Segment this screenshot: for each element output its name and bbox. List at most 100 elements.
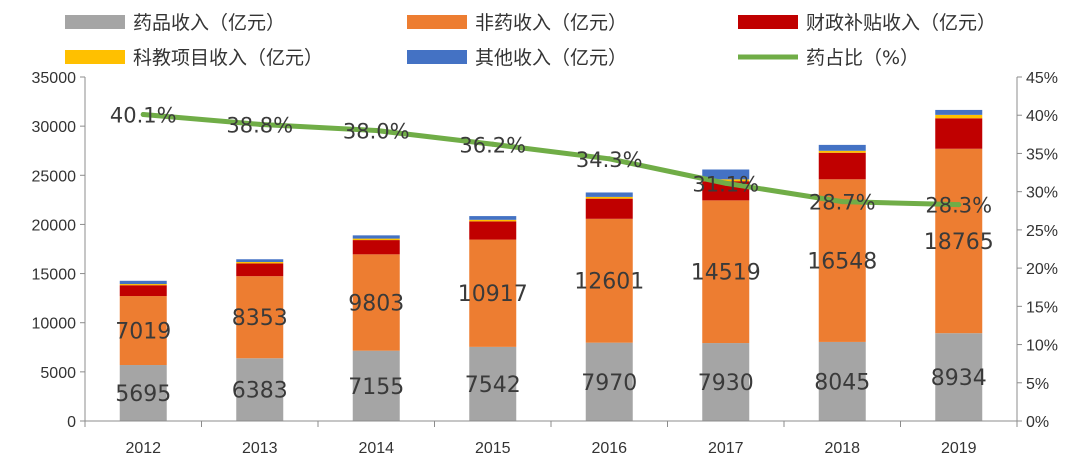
bar-label-2019-series-1: 8934 (931, 366, 987, 391)
y-right-tick-label: 15% (1026, 299, 1058, 316)
x-tick-label-2018: 2018 (824, 440, 860, 457)
bar-2014-series-2 (352, 254, 400, 351)
bar-2019-series-4 (935, 114, 983, 119)
x-tick-label-2015: 2015 (475, 440, 511, 457)
y-left-tick-label: 10000 (32, 316, 77, 333)
line-label-2014: 38.0% (343, 120, 410, 144)
legend-3-swatch (738, 15, 798, 29)
bar-2013-series-1 (236, 358, 284, 421)
y-right-tick-label: 35% (1026, 146, 1058, 163)
bar-2017-series-4 (702, 179, 750, 182)
bar-2012-series-5 (119, 280, 167, 285)
bar-2019-series-2 (935, 148, 983, 334)
y-left-tick-label: 5000 (40, 365, 76, 382)
bar-label-2012-series-2: 7019 (115, 320, 171, 345)
bar-2015-series-4 (469, 219, 517, 222)
bar-label-2016-series-2: 12601 (574, 270, 644, 295)
legend-5-swatch (407, 50, 467, 64)
bar-label-2015-series-1: 7542 (465, 373, 521, 398)
line-point-2013 (257, 121, 263, 127)
line-point-2014 (373, 128, 379, 134)
y-left-tick-label: 30000 (32, 119, 77, 136)
y-right-tick-label: 10% (1026, 338, 1058, 355)
legend-4-swatch (65, 50, 125, 64)
bar-label-2012-series-1: 5695 (115, 382, 171, 407)
bar-2019-series-3 (935, 118, 983, 149)
bar-2019-series-5 (935, 109, 983, 115)
labels-layer: 5695 7019 6383 8353 7155 9803 7542 10917 7970 126… (110, 103, 994, 407)
line-label-2015: 36.2% (459, 133, 526, 157)
axes-layer: 0 5000 10000 15000 20000 25000 30000 35000 0% 5% 1… (32, 70, 1059, 457)
bar-2018-series-1 (818, 341, 866, 421)
legend-6-label: 药占比（%） (806, 47, 919, 69)
y-right-tick-label: 20% (1026, 261, 1058, 278)
legend-1-label: 药品收入（亿元） (133, 12, 285, 34)
legend-5-label: 其他收入（亿元） (475, 47, 627, 69)
y-left-tick-label: 15000 (32, 267, 77, 284)
bar-2012-series-1 (119, 365, 167, 421)
bar-2015-series-1 (469, 346, 517, 421)
bar-label-2015-series-2: 10917 (458, 282, 528, 307)
bar-2015-series-3 (469, 221, 517, 240)
legend: 药品收入（亿元） 非药收入（亿元） 财政补贴收入（亿元） 科教项目收入（亿元） 其他收入… (65, 12, 996, 69)
bar-2018-series-5 (818, 144, 866, 151)
x-tick-label-2016: 2016 (591, 440, 627, 457)
bar-2013-series-2 (236, 276, 284, 359)
line-point-2018 (839, 199, 845, 205)
line-point-2019 (956, 202, 962, 208)
y-left-tick-label: 25000 (32, 168, 77, 185)
line-point-2017 (723, 180, 729, 186)
bar-2016-series-4 (585, 196, 633, 199)
bar-label-2014-series-2: 9803 (348, 292, 404, 317)
x-tick-label-2017: 2017 (708, 440, 744, 457)
line-label-2012: 40.1% (110, 103, 177, 127)
bar-2018-series-2 (818, 179, 866, 342)
line-label-2016: 34.3% (576, 148, 643, 172)
line-point-2015 (490, 141, 496, 147)
bar-2016-series-5 (585, 192, 633, 197)
y-right-tick-label: 45% (1026, 70, 1058, 87)
bar-2012-series-2 (119, 296, 167, 366)
bar-2018-series-3 (818, 152, 866, 180)
bar-2015-series-2 (469, 239, 517, 347)
x-tick-label-2014: 2014 (358, 440, 394, 457)
y-left-tick-label: 0 (67, 414, 76, 431)
bar-label-2013-series-1: 6383 (232, 379, 288, 404)
bar-2014-series-5 (352, 235, 400, 239)
bar-label-2014-series-1: 7155 (348, 375, 404, 400)
bar-2016-series-3 (585, 198, 633, 219)
bar-label-2017-series-2: 14519 (691, 261, 761, 286)
bar-2012-series-3 (119, 285, 167, 297)
bar-2014-series-1 (352, 350, 400, 421)
y-left-tick-label: 35000 (32, 70, 77, 87)
line-point-2012 (140, 111, 146, 117)
bar-label-2013-series-2: 8353 (232, 306, 288, 331)
line-layer (140, 111, 962, 208)
bar-2014-series-3 (352, 240, 400, 255)
y-right-tick-label: 25% (1026, 223, 1058, 240)
bar-2012-series-4 (119, 284, 167, 286)
bar-2013-series-4 (236, 262, 284, 264)
y-right-tick-label: 5% (1026, 376, 1049, 393)
bar-label-2019-series-2: 18765 (924, 230, 994, 255)
bar-2014-series-4 (352, 238, 400, 241)
line-series-drug-ratio (140, 111, 962, 208)
line-label-2013: 38.8% (226, 113, 293, 137)
legend-2-label: 非药收入（亿元） (475, 12, 627, 34)
bar-label-2018-series-2: 16548 (807, 250, 877, 275)
y-right-tick-label: 0% (1026, 414, 1049, 431)
y-right-tick-label: 40% (1026, 108, 1058, 125)
bar-2017-series-5 (702, 169, 750, 180)
line-point-2016 (606, 156, 612, 162)
bar-label-2017-series-1: 7930 (698, 371, 754, 396)
bar-label-2018-series-1: 8045 (814, 370, 870, 395)
bar-2016-series-1 (585, 342, 633, 421)
y-right-tick-label: 30% (1026, 185, 1058, 202)
legend-1-swatch (65, 15, 125, 29)
bar-2017-series-2 (702, 200, 750, 344)
legend-2-swatch (407, 15, 467, 29)
bar-2017-series-1 (702, 343, 750, 421)
line-label-2019: 28.3% (925, 194, 992, 218)
bars-layer (119, 109, 983, 421)
bar-label-2016-series-1: 7970 (581, 371, 637, 396)
